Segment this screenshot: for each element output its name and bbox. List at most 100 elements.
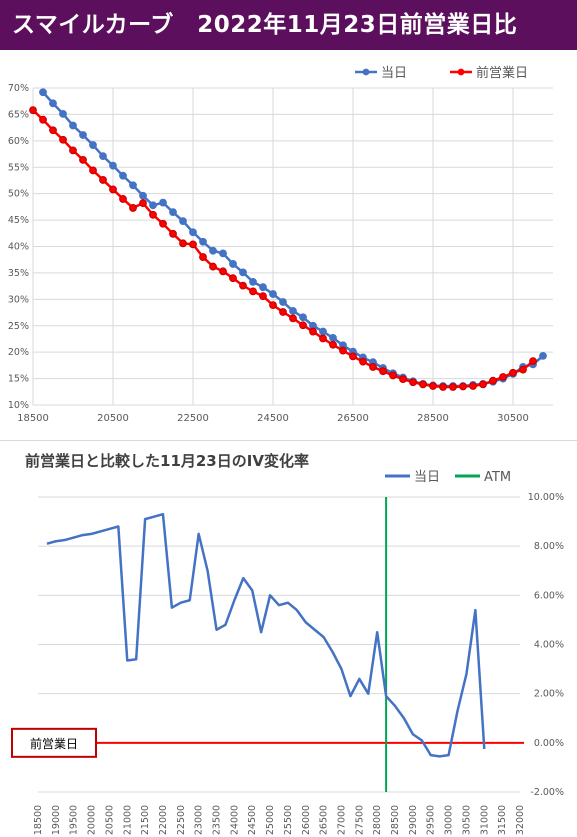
x-tick-label: 28500 bbox=[390, 805, 401, 835]
x-tick-label: 25500 bbox=[283, 805, 294, 835]
x-tick-label: 21500 bbox=[140, 805, 151, 835]
data-point bbox=[189, 228, 197, 237]
x-tick-label: 22500 bbox=[176, 805, 187, 835]
x-tick-label: 28000 bbox=[372, 805, 383, 835]
data-point bbox=[289, 314, 297, 323]
data-point bbox=[59, 109, 67, 118]
y-tick-label: 50% bbox=[8, 189, 29, 200]
y-tick-label: 2.00% bbox=[534, 689, 564, 700]
data-point bbox=[349, 352, 357, 361]
data-point bbox=[299, 321, 307, 330]
data-point bbox=[49, 99, 57, 108]
data-point bbox=[249, 277, 257, 286]
series-line-当日 bbox=[46, 512, 486, 758]
legend-label: 当日 bbox=[381, 66, 407, 81]
x-tick-label: 31500 bbox=[497, 805, 508, 835]
y-tick-label: 70% bbox=[8, 83, 29, 94]
data-point bbox=[419, 380, 427, 389]
data-point bbox=[229, 274, 237, 283]
x-tick-label: 19500 bbox=[69, 805, 80, 835]
x-tick-label: 30500 bbox=[461, 805, 472, 835]
legend-label: ATM bbox=[484, 470, 511, 485]
data-point bbox=[149, 210, 157, 219]
y-tick-label: 10% bbox=[8, 400, 29, 411]
data-point bbox=[459, 382, 467, 391]
x-tick-label: 29500 bbox=[426, 805, 437, 835]
x-tick-label: 24500 bbox=[247, 805, 258, 835]
data-point bbox=[319, 327, 327, 336]
x-tick-label: 23000 bbox=[194, 805, 205, 835]
data-point bbox=[149, 201, 157, 210]
data-point bbox=[289, 307, 297, 315]
data-point bbox=[169, 229, 177, 238]
data-point bbox=[299, 313, 307, 322]
data-point bbox=[169, 208, 177, 217]
data-point bbox=[39, 88, 47, 97]
data-point bbox=[199, 253, 207, 261]
x-tick-label: 25000 bbox=[265, 805, 276, 835]
x-tick-label: 22500 bbox=[177, 413, 209, 424]
y-tick-label: 10.00% bbox=[528, 492, 564, 503]
data-point bbox=[259, 292, 267, 301]
legend-label: 当日 bbox=[414, 470, 440, 485]
data-point bbox=[69, 146, 77, 155]
data-point bbox=[489, 376, 497, 385]
y-tick-label: 40% bbox=[8, 242, 29, 253]
x-tick-label: 26000 bbox=[301, 805, 312, 835]
data-point bbox=[409, 378, 417, 387]
legend-marker bbox=[362, 68, 370, 76]
data-point bbox=[69, 121, 77, 130]
x-tick-label: 18500 bbox=[17, 413, 49, 424]
data-point bbox=[139, 199, 147, 208]
data-point bbox=[439, 383, 447, 391]
data-point bbox=[529, 357, 537, 366]
x-tick-label: 30000 bbox=[444, 805, 455, 835]
data-point bbox=[469, 382, 477, 390]
x-tick-label: 22000 bbox=[158, 805, 169, 835]
data-point bbox=[269, 290, 277, 298]
data-point bbox=[399, 375, 407, 384]
y-tick-label: 8.00% bbox=[534, 541, 564, 552]
data-point bbox=[89, 166, 97, 175]
legend-marker bbox=[457, 68, 465, 76]
legend-label: 前営業日 bbox=[476, 65, 528, 81]
y-tick-label: 15% bbox=[8, 374, 29, 385]
data-point bbox=[499, 373, 507, 381]
data-point bbox=[449, 383, 457, 391]
data-point bbox=[249, 287, 257, 296]
data-point bbox=[219, 267, 227, 276]
baseline-label: 前営業日 bbox=[30, 736, 78, 751]
x-tick-label: 21000 bbox=[122, 805, 133, 835]
data-point bbox=[219, 249, 227, 258]
data-point bbox=[119, 171, 127, 180]
data-point bbox=[259, 283, 267, 292]
data-point bbox=[129, 181, 137, 190]
data-point bbox=[329, 334, 337, 342]
data-point bbox=[539, 351, 547, 360]
data-point bbox=[279, 308, 287, 316]
data-point bbox=[179, 239, 187, 248]
y-tick-label: 30% bbox=[8, 294, 29, 305]
y-tick-label: 60% bbox=[8, 136, 29, 147]
y-tick-label: 25% bbox=[8, 321, 29, 332]
x-tick-label: 19000 bbox=[51, 805, 62, 835]
data-point bbox=[379, 367, 387, 376]
x-tick-label: 30500 bbox=[497, 413, 529, 424]
x-tick-label: 27000 bbox=[336, 805, 347, 835]
data-point bbox=[49, 126, 57, 135]
data-point bbox=[389, 371, 397, 380]
x-tick-label: 18500 bbox=[33, 805, 44, 835]
y-tick-label: -2.00% bbox=[530, 787, 564, 798]
y-tick-label: 20% bbox=[8, 347, 29, 358]
data-point bbox=[59, 135, 67, 144]
y-tick-label: 6.00% bbox=[534, 590, 564, 601]
data-point bbox=[269, 301, 277, 310]
data-point bbox=[229, 260, 237, 268]
x-tick-label: 20500 bbox=[97, 413, 129, 424]
iv-change-chart: 前営業日と比較した11月23日のIV変化率 -2.00% 0.00% 2.00% 4.0… bbox=[11, 452, 564, 835]
data-point bbox=[159, 198, 167, 207]
x-tick-label: 31000 bbox=[479, 805, 490, 835]
x-tick-label: 24000 bbox=[229, 805, 240, 835]
y-tick-label: 45% bbox=[8, 215, 29, 226]
data-point bbox=[209, 262, 217, 271]
